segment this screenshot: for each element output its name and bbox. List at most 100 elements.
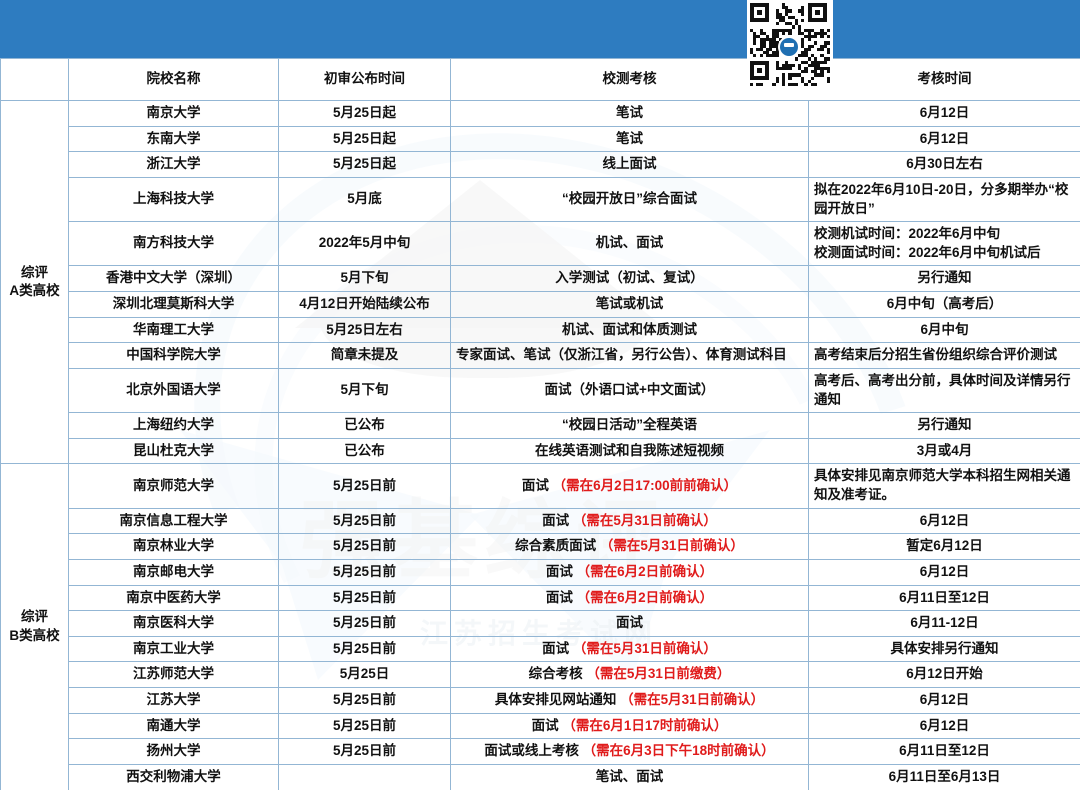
cell-exam-time: 6月11日至12日 [808, 584, 1080, 612]
cell-university-name: 南京林业大学 [68, 533, 279, 560]
cell-exam-type: 面试 （需在6月2日前确认） [450, 558, 809, 586]
cell-exam-type: 面试 （需在6月1日17时前确认） [450, 712, 809, 740]
cell-exam-time: 6月12日 [808, 558, 1080, 586]
exam-time-line: 6月30日左右 [906, 156, 983, 172]
exam-type-text: 综合素质面试 [515, 538, 597, 554]
category-cell: 综评 B类高校 [0, 463, 69, 790]
category-label-line1: 综评 [21, 609, 48, 625]
exam-confirm-note: （需在6月2日前确认） [572, 589, 714, 605]
cell-publish-time: 5月下旬 [278, 265, 451, 292]
exam-time-line: 6月12日 [919, 130, 970, 146]
cell-exam-type: 面试 （需在6月2日17:00前前确认） [450, 463, 809, 509]
cell-exam-time: 具体安排见南京师范大学本科招生网相关通知及准考证。 [808, 463, 1080, 509]
cell-university-name: 上海纽约大学 [68, 412, 279, 439]
cell-exam-type: 线上面试 [450, 151, 809, 178]
cell-publish-time: 已公布 [278, 412, 451, 439]
cell-university-name: 南京工业大学 [68, 635, 279, 663]
table-row: 南京工业大学 5月25日前 面试 （需在5月31日前确认） 具体安排另行通知 [0, 635, 1080, 663]
cell-publish-time: 5月25日前 [278, 558, 451, 586]
cell-exam-type: “校园开放日”综合面试 [450, 176, 809, 223]
exam-time-line: 高考后、高考出分前，具体时间及详情另行通知 [814, 372, 1071, 407]
exam-type-text: 面试 [542, 512, 570, 528]
cell-exam-time: 拟在2022年6月10日-20日，分多期举办“校园开放日” [808, 176, 1080, 223]
cell-exam-time: 3月或4月 [808, 437, 1080, 465]
exam-type-text: 面试（外语口试+中文面试） [544, 382, 715, 398]
exam-time-line: 6月11日至12日 [899, 589, 990, 605]
cell-publish-time: 5月25日起 [278, 151, 451, 178]
cell-university-name: 扬州大学 [68, 738, 279, 765]
col-header-category [0, 58, 69, 101]
exam-type-text: 综合考核 [528, 666, 583, 682]
cell-publish-time: 5月25日前 [278, 610, 451, 637]
cell-exam-type: 机试、面试 [450, 221, 809, 267]
exam-type-text: 面试 [542, 640, 570, 656]
cell-publish-time: 5月下旬 [278, 367, 451, 414]
cell-university-name: 西交利物浦大学 [68, 763, 279, 790]
cell-publish-time: 5月25日起 [278, 100, 451, 127]
cell-publish-time: 5月25日前 [278, 463, 451, 509]
table-row: 南京林业大学 5月25日前 综合素质面试 （需在5月31日前确认） 暂定6月12日 [0, 533, 1080, 560]
cell-publish-time: 4月12日开始陆续公布 [278, 291, 451, 318]
cell-university-name: 南通大学 [68, 712, 279, 740]
exam-confirm-note: （需在6月1日17时前确认） [558, 717, 728, 733]
exam-confirm-note: （需在5月31日前确认） [569, 640, 717, 656]
table-row: 南京信息工程大学 5月25日前 面试 （需在5月31日前确认） 6月12日 [0, 507, 1080, 535]
exam-time-line: 6月中旬（高考后） [886, 296, 1003, 311]
exam-type-text: “校园开放日”综合面试 [562, 191, 697, 207]
exam-time-line: 拟在2022年6月10日-20日，分多期举办“校园开放日” [814, 181, 1069, 216]
cell-publish-time: 5月25日起 [278, 125, 451, 153]
exam-confirm-note: （需在5月31日前确认） [616, 692, 765, 707]
category-label-line1: 综评 [21, 264, 48, 280]
cell-publish-time: 2022年5月中旬 [278, 221, 451, 267]
exam-time-line: 6月12日 [919, 512, 970, 528]
cell-exam-time: 6月12日 [808, 712, 1080, 740]
table-row: 上海纽约大学 已公布 “校园日活动”全程英语 另行通知 [0, 412, 1080, 439]
cell-exam-type: 入学测试（初试、复试） [450, 265, 809, 292]
cell-exam-type: 笔试、面试 [450, 763, 809, 790]
cell-university-name: 南京中医药大学 [68, 584, 279, 612]
cell-publish-time: 5月25日左右 [278, 316, 451, 344]
table-row: 北京外国语大学 5月下旬 面试（外语口试+中文面试） 高考后、高考出分前，具体时间及详… [0, 367, 1080, 414]
exam-type-text: 面试 [545, 563, 573, 579]
cell-university-name: 昆山杜克大学 [68, 437, 279, 465]
schedule-table: 院校名称 初审公布时间 校测考核 考核时间 综评 A类高校 南京大学 5月25日起 笔试… [0, 58, 1080, 790]
exam-time-line: 6月中旬 [920, 321, 969, 337]
cell-university-name: 华南理工大学 [68, 316, 279, 344]
cell-exam-time: 暂定6月12日 [808, 533, 1080, 560]
cell-exam-time: 6月12日开始 [808, 661, 1080, 688]
cell-publish-time: 5月25日前 [278, 712, 451, 740]
table-row: 南京中医药大学 5月25日前 面试 （需在6月2日前确认） 6月11日至12日 [0, 584, 1080, 612]
cell-exam-time: 高考后、高考出分前，具体时间及详情另行通知 [808, 367, 1080, 414]
exam-type-text: 笔试、面试 [595, 768, 664, 784]
exam-confirm-note: （需在5月31日前确认） [569, 512, 717, 528]
exam-type-text: 笔试 [616, 130, 643, 146]
table-body: 综评 A类高校 南京大学 5月25日起 笔试 6月12日 东南大学 5月25日起 笔试 6月12日… [0, 99, 1080, 790]
exam-time-line: 3月或4月 [916, 442, 973, 458]
cell-publish-time: 5月底 [278, 176, 451, 223]
cell-publish-time: 5月25日前 [278, 507, 451, 535]
exam-type-text: 具体安排见网站通知 [494, 692, 617, 707]
title-bar [0, 0, 1080, 58]
table-row: 上海科技大学 5月底 “校园开放日”综合面试 拟在2022年6月10日-20日，分多期… [0, 176, 1080, 223]
cell-university-name: 南京邮电大学 [68, 558, 279, 586]
cell-exam-time: 6月中旬（高考后） [808, 291, 1080, 318]
table-row: 南京医科大学 5月25日前 面试 6月11-12日 [0, 610, 1080, 637]
table-row: 南方科技大学 2022年5月中旬 机试、面试 校测机试时间：2022年6月中旬 校测面试… [0, 221, 1080, 267]
cell-university-name: 江苏师范大学 [68, 661, 279, 688]
exam-time-line: 6月11日至6月13日 [888, 768, 1001, 784]
cell-university-name: 江苏大学 [68, 687, 279, 714]
table-row: 扬州大学 5月25日前 面试或线上考核 （需在6月3日下午18时前确认） 6月11日至… [0, 738, 1080, 765]
exam-time-line: 校测面试时间：2022年6月中旬机试后 [814, 244, 1041, 260]
exam-type-text: 笔试或机试 [595, 296, 664, 311]
cell-exam-type: 面试 （需在5月31日前确认） [450, 635, 809, 663]
qr-code[interactable] [747, 0, 833, 100]
exam-type-text: 面试 [531, 717, 559, 733]
cell-exam-time: 具体安排另行通知 [808, 635, 1080, 663]
cell-university-name: 上海科技大学 [68, 176, 279, 223]
exam-time-line: 6月12日 [919, 105, 970, 120]
cell-exam-time: 6月30日左右 [808, 151, 1080, 178]
cell-exam-time: 6月中旬 [808, 316, 1080, 344]
cell-university-name: 南京医科大学 [68, 610, 279, 637]
cell-publish-time: 简章未提及 [278, 342, 451, 369]
exam-type-text: 面试 [545, 589, 573, 605]
